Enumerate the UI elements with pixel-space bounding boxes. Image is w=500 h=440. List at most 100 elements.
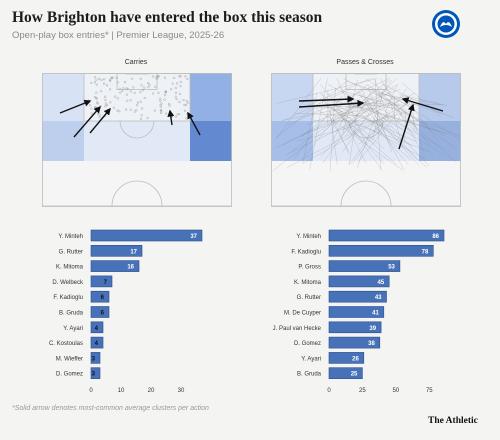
x-tick-label: 25 xyxy=(359,388,366,394)
entry-point xyxy=(141,89,144,92)
entry-point xyxy=(126,87,129,91)
page-title: How Brighton have entered the box this s… xyxy=(12,9,323,26)
entry-point xyxy=(159,105,162,108)
entry-point xyxy=(154,76,157,79)
entry-point xyxy=(131,77,134,80)
bar-value-label: 6 xyxy=(101,295,105,301)
entry-point xyxy=(118,87,121,90)
entry-point xyxy=(151,75,155,78)
six-yard-box xyxy=(116,73,158,90)
bar-category-label: Y. Minteh xyxy=(296,234,321,240)
average-entry-arrow xyxy=(298,99,365,108)
pass-trace xyxy=(348,102,449,135)
entry-point xyxy=(139,117,142,120)
bar-category-label: D. Gomez xyxy=(56,372,83,378)
average-entry-arrow xyxy=(167,109,175,126)
entry-point xyxy=(108,88,112,91)
pass-trace xyxy=(294,113,366,117)
pass-trace xyxy=(371,110,442,154)
zone-left-mid xyxy=(42,121,84,161)
bar-category-label: F. Kadioglu xyxy=(53,295,83,301)
carries-bar-chart: Y. Minteh 37G. Rutter 17K. Mitoma 16D. Welb… xyxy=(49,229,203,394)
pass-trace xyxy=(302,115,389,164)
bar xyxy=(328,229,445,242)
bar-value-label: 3 xyxy=(92,356,96,362)
bar xyxy=(90,244,143,257)
entry-point xyxy=(90,81,93,84)
bar-category-label: P. Gross xyxy=(298,265,321,271)
footnote: *Solid arrow denotes most-common average… xyxy=(12,405,209,412)
pass-trace xyxy=(372,91,383,141)
entry-point xyxy=(147,86,150,89)
entry-point xyxy=(125,93,128,96)
bar xyxy=(328,352,365,364)
bar-value-label: 26 xyxy=(352,356,359,362)
entry-point xyxy=(167,102,171,106)
entry-point xyxy=(118,110,121,113)
zone-center-mid xyxy=(84,121,190,161)
entry-point xyxy=(139,77,142,80)
bar-category-label: G. Rutter xyxy=(297,295,321,301)
pass-trace xyxy=(380,78,422,151)
bar-category-label: F. Kadioglu xyxy=(291,249,321,255)
entry-point xyxy=(159,97,162,100)
entry-point xyxy=(143,86,146,89)
entry-point xyxy=(174,115,177,118)
entry-point xyxy=(153,109,156,112)
pass-trace xyxy=(356,110,378,168)
pass-trace xyxy=(287,78,390,126)
entry-point xyxy=(184,75,187,78)
entry-point xyxy=(136,101,139,104)
entry-point xyxy=(119,91,122,94)
pass-trace xyxy=(348,106,359,166)
center-circle xyxy=(340,180,392,207)
entry-point xyxy=(95,91,98,94)
bar xyxy=(328,336,381,349)
entry-point xyxy=(184,103,188,107)
bar-category-label: Y. Ayari xyxy=(63,326,83,332)
entry-point xyxy=(140,84,143,87)
bar xyxy=(328,260,401,272)
entry-point xyxy=(159,109,163,113)
carries-title: Carries xyxy=(124,59,148,66)
pass-trace xyxy=(357,90,430,167)
pass-trace xyxy=(349,110,389,165)
pass-trace xyxy=(330,99,444,133)
entry-point xyxy=(147,82,150,85)
pass-trace xyxy=(361,114,412,161)
bar-category-label: J. Paul van Hecke xyxy=(273,326,322,332)
entry-point xyxy=(133,91,136,94)
entry-point xyxy=(135,109,138,112)
entry-point xyxy=(186,77,189,80)
entry-point xyxy=(179,85,182,88)
pass-trace xyxy=(385,87,431,147)
bar-value-label: 4 xyxy=(95,341,99,347)
pass-trace xyxy=(340,110,364,130)
bar-category-label: D. Gomez xyxy=(294,341,321,347)
bar xyxy=(90,229,203,242)
bar-value-label: 17 xyxy=(130,249,137,255)
pass-trace xyxy=(357,105,404,163)
bar-value-label: 38 xyxy=(368,341,375,347)
average-entry-arrow xyxy=(398,103,415,150)
bar-value-label: 3 xyxy=(92,372,96,378)
bar-category-label: M. De Cuyper xyxy=(284,311,321,317)
brand-logo: The Athletic xyxy=(428,416,478,426)
entry-point xyxy=(143,96,146,99)
bar-category-label: M. Wieffer xyxy=(56,356,83,362)
entry-point xyxy=(165,112,168,115)
entry-point xyxy=(185,117,188,120)
entry-point xyxy=(170,88,173,91)
pass-trace xyxy=(374,115,420,166)
page-subtitle: Open-play box entries* | Premier League,… xyxy=(12,30,225,41)
entry-point xyxy=(121,89,124,93)
pass-trace xyxy=(333,108,374,116)
entry-point xyxy=(186,101,189,105)
entry-point xyxy=(116,97,119,100)
entry-point xyxy=(100,78,103,82)
entry-point xyxy=(105,103,108,107)
average-entry-arrow xyxy=(401,97,444,112)
entry-point xyxy=(163,98,166,101)
entry-point xyxy=(115,76,118,79)
goal xyxy=(354,73,378,75)
